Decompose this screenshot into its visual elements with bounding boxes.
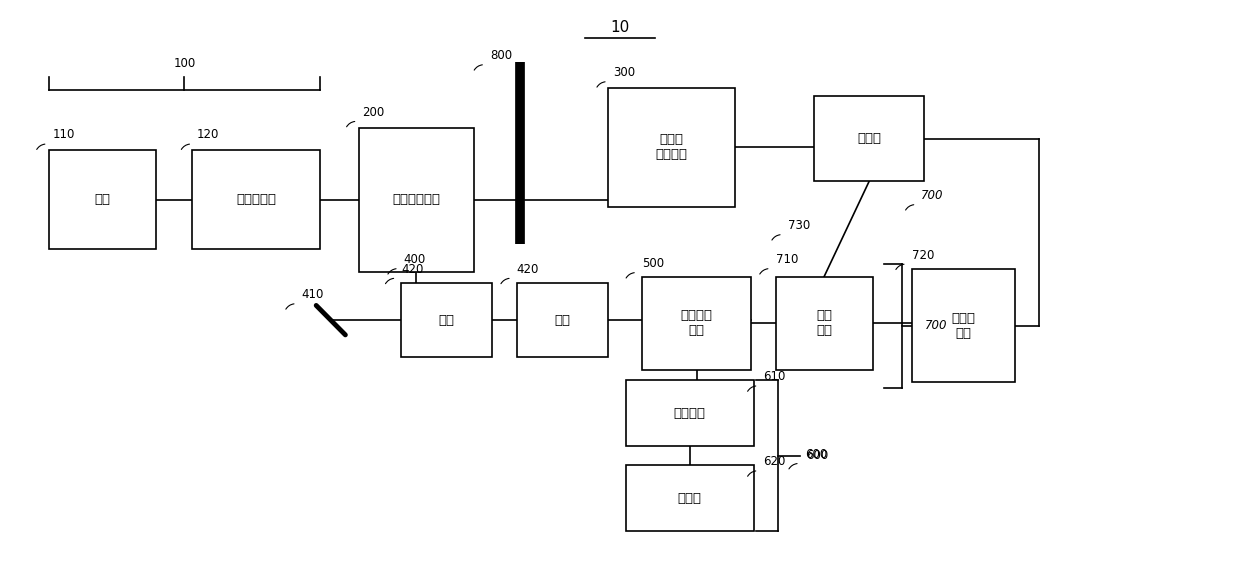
Bar — [626, 465, 754, 531]
Text: 730: 730 — [787, 219, 810, 232]
Bar — [48, 150, 156, 249]
Text: 平移台: 平移台 — [678, 491, 702, 505]
Text: 透镜: 透镜 — [439, 314, 455, 327]
Text: 10: 10 — [610, 20, 630, 35]
Bar — [626, 380, 754, 446]
Bar — [815, 97, 924, 181]
Text: 衍射超
分辨元件: 衍射超 分辨元件 — [656, 134, 688, 161]
Text: 410: 410 — [301, 288, 324, 301]
Bar — [911, 269, 1014, 383]
Text: 控制器: 控制器 — [857, 132, 882, 146]
Text: 显微物镜: 显微物镜 — [673, 406, 706, 420]
Bar — [775, 276, 873, 370]
Bar — [192, 150, 320, 249]
Text: 第二分光
棱镜: 第二分光 棱镜 — [681, 309, 713, 338]
Text: 400: 400 — [404, 253, 427, 266]
Text: 500: 500 — [642, 257, 663, 270]
Text: 420: 420 — [517, 262, 539, 276]
Text: 透镜: 透镜 — [554, 314, 570, 327]
Bar — [358, 128, 474, 272]
Text: 600: 600 — [805, 448, 827, 461]
Text: 420: 420 — [402, 262, 424, 276]
Text: 800: 800 — [490, 49, 512, 62]
Text: 第一分光棱镜: 第一分光棱镜 — [392, 193, 440, 206]
Text: 120: 120 — [197, 128, 219, 142]
Text: 200: 200 — [362, 106, 384, 118]
Text: 620: 620 — [764, 455, 786, 468]
Text: 光源: 光源 — [94, 193, 110, 206]
Text: 准直扩束器: 准直扩束器 — [236, 193, 277, 206]
Text: 300: 300 — [613, 66, 635, 79]
Bar — [608, 88, 735, 207]
Text: 710: 710 — [775, 253, 797, 266]
Bar — [517, 283, 608, 357]
Text: 100: 100 — [174, 57, 196, 71]
Text: 110: 110 — [52, 128, 74, 142]
Bar — [642, 276, 751, 370]
Text: 720: 720 — [911, 249, 934, 261]
Text: 610: 610 — [764, 370, 786, 383]
Text: 700: 700 — [925, 319, 947, 332]
Text: 600: 600 — [806, 449, 828, 462]
Bar — [402, 283, 492, 357]
Text: 收集
透镜: 收集 透镜 — [816, 309, 832, 338]
Text: 700: 700 — [921, 189, 944, 202]
Text: 光电探
测器: 光电探 测器 — [951, 312, 976, 340]
